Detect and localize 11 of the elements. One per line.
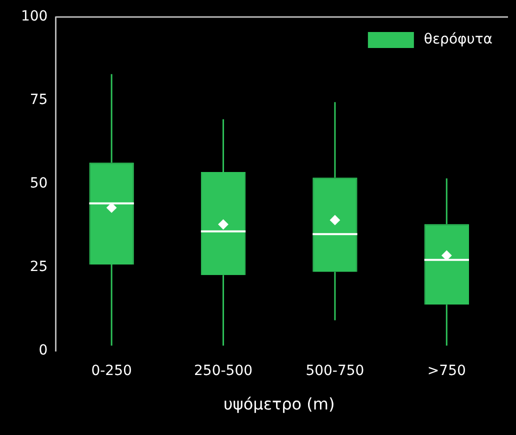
y-tick-label: 100 xyxy=(20,8,48,25)
x-tick-label: 250-500 xyxy=(194,363,253,380)
y-tick-label: 0 xyxy=(38,342,48,359)
y-tick-label: 25 xyxy=(30,259,48,276)
x-tick-label: 0-250 xyxy=(91,363,132,380)
x-axis-title: υψόμετρο (m) xyxy=(224,394,335,414)
y-tick-label: 75 xyxy=(30,92,48,108)
x-tick-label: >750 xyxy=(427,363,466,380)
x-tick-label: 500-750 xyxy=(306,363,364,380)
legend-label: θερόφυτα xyxy=(424,32,492,48)
y-tick-label: 50 xyxy=(30,176,48,192)
